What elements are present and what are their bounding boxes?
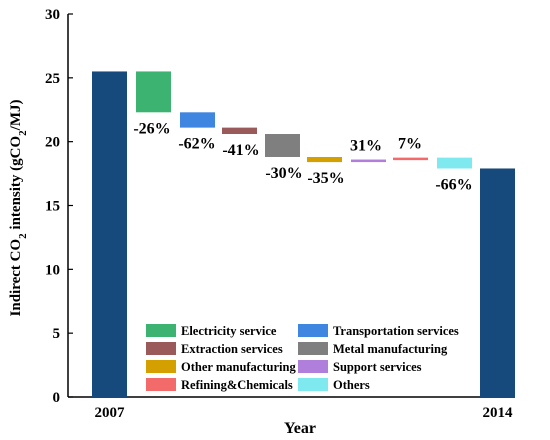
bar-others bbox=[437, 157, 472, 169]
percent-label-others: -66% bbox=[435, 176, 472, 193]
percent-label-extraction-services: -41% bbox=[222, 142, 259, 159]
legend-swatch bbox=[298, 324, 328, 337]
legend-label: Extraction services bbox=[181, 342, 283, 356]
legend-item-others: Others bbox=[298, 378, 370, 392]
legend-swatch bbox=[146, 360, 176, 373]
bar-transportation-services bbox=[180, 112, 215, 128]
legend-label: Electricity service bbox=[181, 324, 277, 338]
legend-label: Transportation services bbox=[333, 324, 459, 338]
percent-labels: -26% -62% -41% -30% -35% 31% 7% -66% bbox=[133, 120, 472, 193]
percent-label-refining-chemicals: 7% bbox=[398, 136, 422, 153]
bar-metal-manufacturing bbox=[265, 134, 300, 157]
x-tick-label: 2007 bbox=[95, 405, 126, 421]
percent-label-other-manufacturing: -35% bbox=[307, 170, 344, 187]
y-tick-label: 25 bbox=[45, 71, 60, 87]
legend-swatch bbox=[146, 342, 176, 355]
legend-swatch bbox=[298, 342, 328, 355]
bar-electricity-service bbox=[136, 71, 171, 113]
bar-extraction-services bbox=[222, 127, 257, 135]
bar-other-manufacturing bbox=[307, 156, 342, 163]
percent-label-electricity-service: -26% bbox=[133, 120, 170, 137]
legend-item-refining-chemicals: Refining&Chemicals bbox=[146, 378, 293, 392]
legend-swatch bbox=[298, 378, 328, 391]
y-axis-title: Indirect CO2 intensity (gCO2/MJ) bbox=[8, 100, 29, 317]
legend-item-extraction-services: Extraction services bbox=[146, 342, 283, 356]
legend-item-metal-manufacturing: Metal manufacturing bbox=[298, 342, 448, 356]
x-tick-label: 2014 bbox=[483, 405, 514, 421]
percent-label-support-services: 31% bbox=[350, 138, 382, 155]
bar-support-services bbox=[351, 159, 386, 163]
y-tick-label: 20 bbox=[45, 135, 60, 151]
legend-item-other-manufacturing: Other manufacturing bbox=[146, 360, 296, 374]
legend: Electricity service Transportation servic… bbox=[146, 324, 459, 392]
bar-2014 bbox=[480, 168, 515, 397]
legend-label: Refining&Chemicals bbox=[181, 378, 293, 392]
x-axis-title: Year bbox=[284, 420, 316, 437]
legend-label: Support services bbox=[333, 360, 422, 374]
x-axis: 2007 2014 bbox=[68, 396, 515, 421]
bar-refining-chemicals bbox=[393, 157, 428, 161]
y-tick-label: 10 bbox=[45, 262, 60, 278]
bar-2007 bbox=[92, 71, 127, 397]
legend-item-transportation-services: Transportation services bbox=[298, 324, 459, 338]
y-tick-label: 5 bbox=[53, 326, 61, 342]
percent-label-metal-manufacturing: -30% bbox=[265, 165, 302, 182]
legend-swatch bbox=[298, 360, 328, 373]
legend-swatch bbox=[146, 378, 176, 391]
legend-item-support-services: Support services bbox=[298, 360, 422, 374]
y-axis: 0 5 10 15 20 25 30 bbox=[45, 7, 73, 406]
bars bbox=[92, 71, 515, 397]
legend-label: Other manufacturing bbox=[181, 360, 296, 374]
y-tick-label: 0 bbox=[53, 390, 61, 406]
legend-label: Others bbox=[333, 378, 370, 392]
percent-label-transportation-services: -62% bbox=[178, 136, 215, 153]
y-tick-label: 30 bbox=[45, 7, 60, 23]
legend-item-electricity-service: Electricity service bbox=[146, 324, 277, 338]
y-tick-label: 15 bbox=[45, 199, 60, 215]
legend-swatch bbox=[146, 324, 176, 337]
legend-label: Metal manufacturing bbox=[333, 342, 448, 356]
